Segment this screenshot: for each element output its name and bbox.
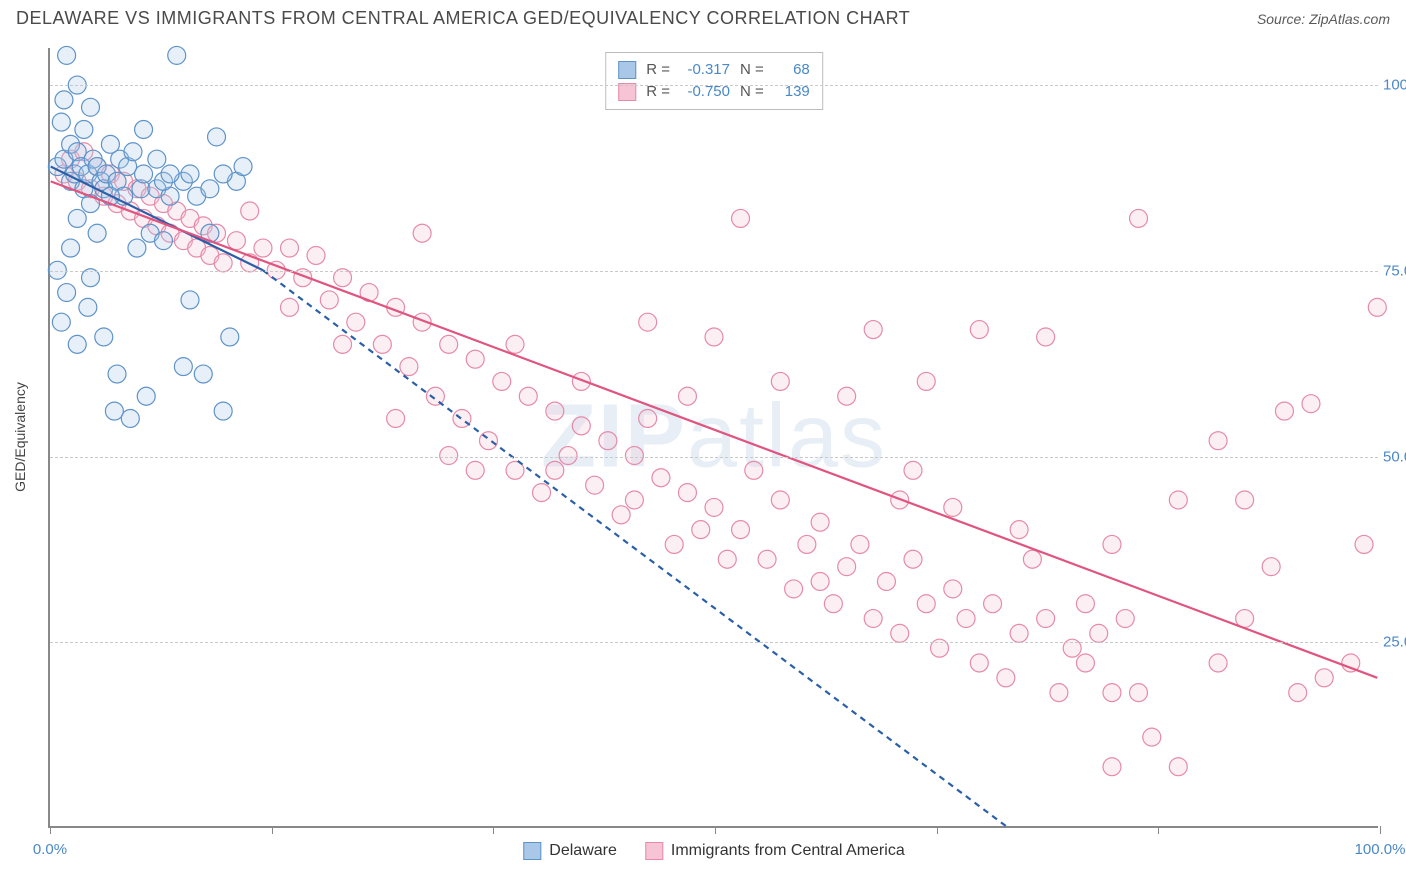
chart-svg xyxy=(50,48,1378,826)
source-attribution: Source: ZipAtlas.com xyxy=(1257,11,1390,27)
legend-label-immigrants: Immigrants from Central America xyxy=(671,842,905,860)
x-tick xyxy=(493,826,494,834)
legend-item-delaware: Delaware xyxy=(523,842,617,860)
chart-title: DELAWARE VS IMMIGRANTS FROM CENTRAL AMER… xyxy=(16,8,910,29)
gridline xyxy=(50,642,1378,643)
swatch-immigrants xyxy=(645,842,663,860)
x-tick xyxy=(50,826,51,834)
x-tick-label: 0.0% xyxy=(33,841,67,858)
y-tick-label: 100.0% xyxy=(1383,77,1406,94)
gridline xyxy=(50,457,1378,458)
chart-plot-area: GED/Equivalency ZIPatlas R =-0.317N =68R… xyxy=(48,48,1378,828)
x-tick xyxy=(1158,826,1159,834)
gridline xyxy=(50,271,1378,272)
y-axis-label: GED/Equivalency xyxy=(12,382,28,492)
legend-bottom: Delaware Immigrants from Central America xyxy=(523,842,904,860)
source-prefix: Source: xyxy=(1257,11,1309,27)
source-name: ZipAtlas.com xyxy=(1309,11,1390,27)
gridline xyxy=(50,85,1378,86)
x-tick xyxy=(272,826,273,834)
legend-item-immigrants: Immigrants from Central America xyxy=(645,842,905,860)
x-tick xyxy=(715,826,716,834)
swatch-delaware xyxy=(523,842,541,860)
x-tick xyxy=(937,826,938,834)
x-tick xyxy=(1380,826,1381,834)
legend-label-delaware: Delaware xyxy=(549,842,617,860)
y-tick-label: 75.0% xyxy=(1383,262,1406,279)
x-tick-label: 100.0% xyxy=(1355,841,1406,858)
y-tick-label: 25.0% xyxy=(1383,634,1406,651)
y-tick-label: 50.0% xyxy=(1383,448,1406,465)
